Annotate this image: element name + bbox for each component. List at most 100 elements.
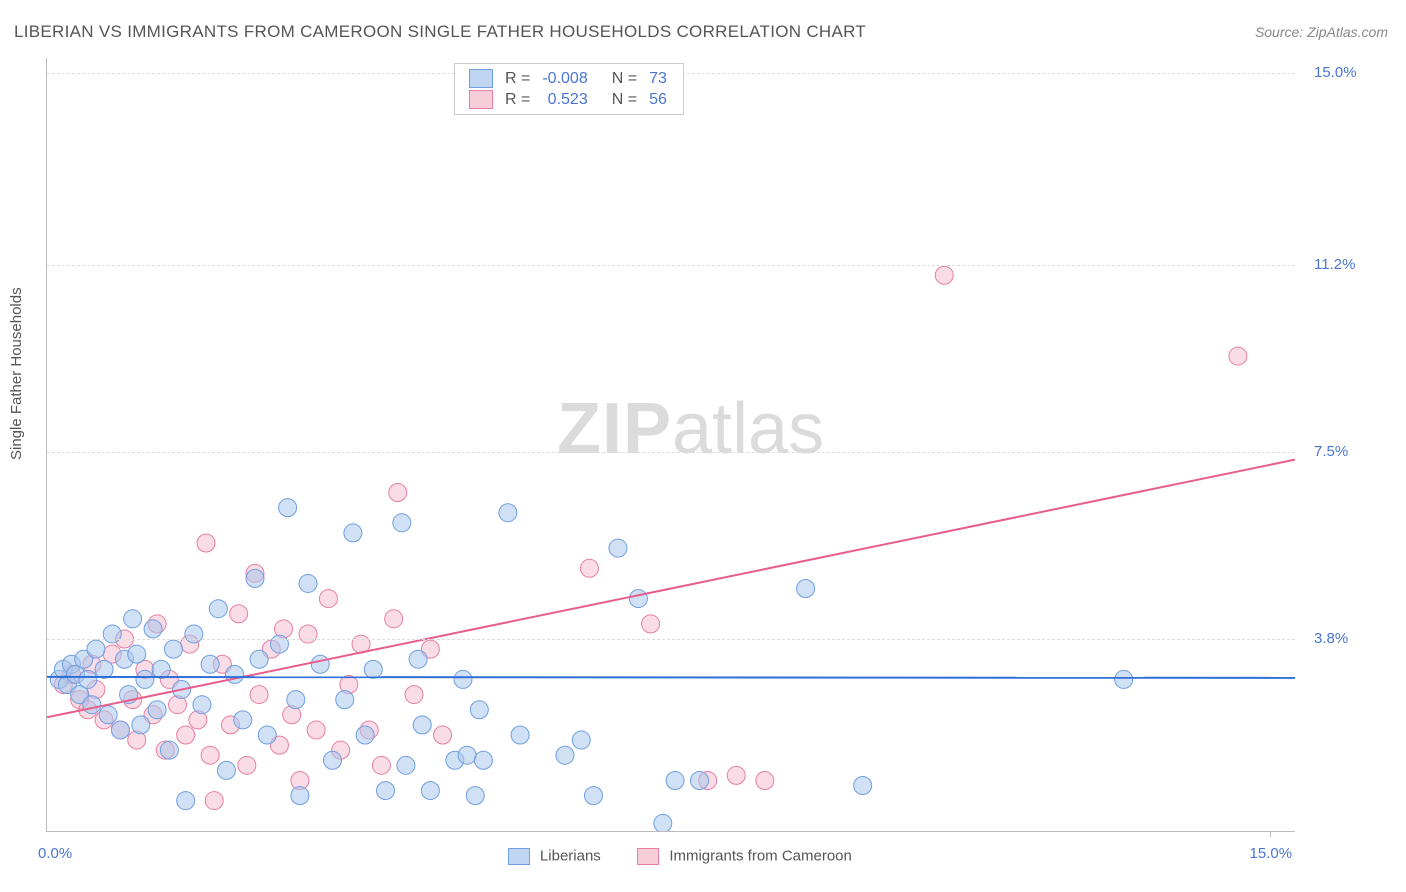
x-tick-label: 0.0% [38, 845, 72, 862]
data-point [144, 620, 162, 638]
data-point [727, 766, 745, 784]
data-point [642, 615, 660, 633]
series-b-name: Immigrants from Cameroon [669, 848, 852, 865]
data-point [205, 792, 223, 810]
data-point [164, 640, 182, 658]
data-point [580, 559, 598, 577]
data-point [79, 670, 97, 688]
grid-line [47, 265, 1295, 266]
data-point [372, 756, 390, 774]
data-point [854, 777, 872, 795]
data-point [99, 706, 117, 724]
data-point [177, 792, 195, 810]
data-point [377, 782, 395, 800]
y-tick-label: 3.8% [1314, 630, 1348, 647]
legend-row-a: R = -0.008 N = 73 [463, 68, 673, 89]
n-label: N = [594, 68, 643, 89]
grid-line [47, 452, 1295, 453]
chart-title: LIBERIAN VS IMMIGRANTS FROM CAMEROON SIN… [14, 22, 866, 42]
data-point [160, 741, 178, 759]
n-value-b: 56 [643, 89, 673, 110]
data-point [1115, 670, 1133, 688]
data-point [397, 756, 415, 774]
data-point [336, 691, 354, 709]
data-point [299, 625, 317, 643]
data-point [103, 625, 121, 643]
data-point [291, 787, 309, 805]
y-tick-label: 15.0% [1314, 64, 1357, 81]
data-point [152, 660, 170, 678]
data-point [323, 751, 341, 769]
data-point [279, 499, 297, 517]
data-point [209, 600, 227, 618]
data-point [319, 590, 337, 608]
swatch-series-a [469, 69, 493, 88]
data-point [132, 716, 150, 734]
data-point [344, 524, 362, 542]
plot-svg [47, 58, 1295, 831]
data-point [124, 610, 142, 628]
data-point [585, 787, 603, 805]
data-point [258, 726, 276, 744]
correlation-legend: R = -0.008 N = 73 R = 0.523 N = 56 [454, 63, 684, 115]
data-point [217, 761, 235, 779]
data-point [409, 650, 427, 668]
data-point [474, 751, 492, 769]
data-point [454, 670, 472, 688]
data-point [250, 650, 268, 668]
data-point [666, 771, 684, 789]
data-point [654, 814, 672, 831]
data-point [470, 701, 488, 719]
data-point [756, 771, 774, 789]
data-point [458, 746, 476, 764]
n-value-a: 73 [643, 68, 673, 89]
data-point [270, 635, 288, 653]
data-point [201, 746, 219, 764]
data-point [393, 514, 411, 532]
swatch-series-b [469, 90, 493, 109]
data-point [128, 645, 146, 663]
data-point [356, 726, 374, 744]
data-point [572, 731, 590, 749]
data-point [111, 721, 129, 739]
data-point [197, 534, 215, 552]
swatch-series-b [637, 848, 659, 865]
data-point [250, 686, 268, 704]
data-point [556, 746, 574, 764]
data-point [511, 726, 529, 744]
data-point [466, 787, 484, 805]
source-attribution: Source: ZipAtlas.com [1255, 24, 1388, 40]
data-point [95, 660, 113, 678]
data-point [499, 504, 517, 522]
data-point [230, 605, 248, 623]
y-tick-label: 7.5% [1314, 443, 1348, 460]
data-point [935, 266, 953, 284]
legend-row-b: R = 0.523 N = 56 [463, 89, 673, 110]
swatch-series-a [508, 848, 530, 865]
data-point [311, 655, 329, 673]
data-point [193, 696, 211, 714]
data-point [148, 701, 166, 719]
data-point [609, 539, 627, 557]
r-label: R = [499, 68, 536, 89]
x-tick-label: 15.0% [1250, 845, 1293, 862]
data-point [136, 670, 154, 688]
series-a-name: Liberians [540, 848, 601, 865]
data-point [389, 483, 407, 501]
n-label: N = [594, 89, 643, 110]
data-point [413, 716, 431, 734]
r-label: R = [499, 89, 536, 110]
data-point [177, 726, 195, 744]
data-point [83, 696, 101, 714]
r-value-b: 0.523 [536, 89, 593, 110]
data-point [421, 782, 439, 800]
data-point [385, 610, 403, 628]
data-point [299, 574, 317, 592]
data-point [307, 721, 325, 739]
data-point [246, 569, 264, 587]
grid-line [47, 639, 1295, 640]
scatter-plot-area: ZIPatlas [46, 58, 1295, 832]
data-point [201, 655, 219, 673]
data-point [405, 686, 423, 704]
y-axis-label: Single Father Households [8, 287, 25, 460]
